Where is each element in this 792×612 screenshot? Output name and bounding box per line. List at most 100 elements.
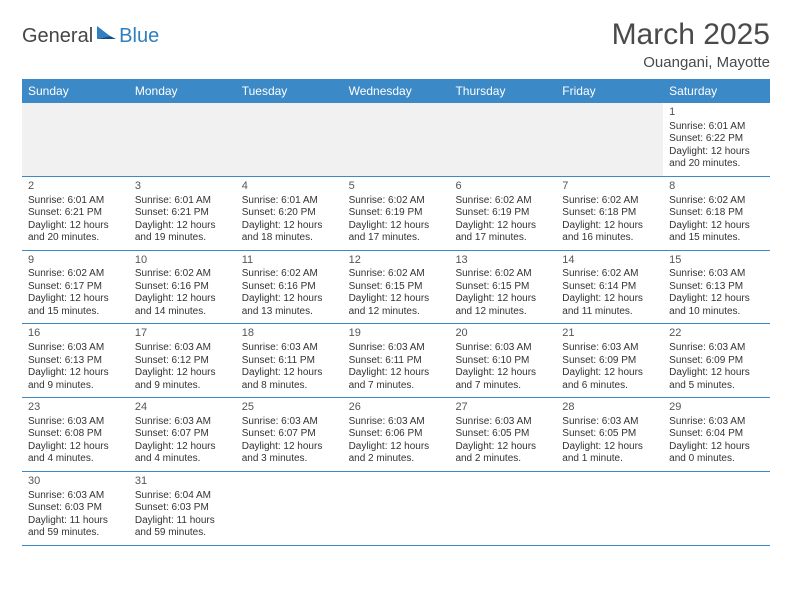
sunset-line: Sunset: 6:14 PM	[562, 281, 657, 294]
daylight-line: and 13 minutes.	[242, 306, 337, 319]
day-cell: 1Sunrise: 6:01 AMSunset: 6:22 PMDaylight…	[663, 103, 770, 176]
sunrise-line: Sunrise: 6:03 AM	[669, 342, 764, 355]
calendar-grid: SundayMondayTuesdayWednesdayThursdayFrid…	[22, 79, 770, 546]
daylight-line: Daylight: 12 hours	[349, 441, 444, 454]
day-number: 21	[562, 327, 657, 341]
brand-part1: General	[22, 25, 93, 48]
daylight-line: Daylight: 12 hours	[242, 293, 337, 306]
empty-cell	[236, 103, 343, 176]
day-number: 2	[28, 180, 123, 194]
sunset-line: Sunset: 6:09 PM	[562, 355, 657, 368]
daylight-line: Daylight: 12 hours	[455, 293, 550, 306]
sunset-line: Sunset: 6:21 PM	[135, 207, 230, 220]
week-row: 2Sunrise: 6:01 AMSunset: 6:21 PMDaylight…	[22, 177, 770, 251]
daylight-line: and 15 minutes.	[669, 232, 764, 245]
daylight-line: Daylight: 12 hours	[669, 146, 764, 159]
day-cell: 26Sunrise: 6:03 AMSunset: 6:06 PMDayligh…	[343, 398, 450, 471]
day-cell: 5Sunrise: 6:02 AMSunset: 6:19 PMDaylight…	[343, 177, 450, 250]
empty-cell	[22, 103, 129, 176]
daylight-line: and 7 minutes.	[455, 380, 550, 393]
empty-cell	[129, 103, 236, 176]
sunset-line: Sunset: 6:10 PM	[455, 355, 550, 368]
sunset-line: Sunset: 6:18 PM	[669, 207, 764, 220]
week-row: 30Sunrise: 6:03 AMSunset: 6:03 PMDayligh…	[22, 472, 770, 546]
sunset-line: Sunset: 6:16 PM	[242, 281, 337, 294]
day-number: 31	[135, 475, 230, 489]
sunrise-line: Sunrise: 6:03 AM	[455, 342, 550, 355]
sunrise-line: Sunrise: 6:02 AM	[562, 195, 657, 208]
sunrise-line: Sunrise: 6:03 AM	[135, 416, 230, 429]
sunset-line: Sunset: 6:15 PM	[455, 281, 550, 294]
day-cell: 12Sunrise: 6:02 AMSunset: 6:15 PMDayligh…	[343, 251, 450, 324]
sunrise-line: Sunrise: 6:01 AM	[242, 195, 337, 208]
sunrise-line: Sunrise: 6:02 AM	[349, 268, 444, 281]
day-cell: 18Sunrise: 6:03 AMSunset: 6:11 PMDayligh…	[236, 324, 343, 397]
daylight-line: Daylight: 12 hours	[455, 367, 550, 380]
day-number: 1	[669, 106, 764, 120]
day-cell: 7Sunrise: 6:02 AMSunset: 6:18 PMDaylight…	[556, 177, 663, 250]
daylight-line: Daylight: 12 hours	[562, 441, 657, 454]
sunset-line: Sunset: 6:15 PM	[349, 281, 444, 294]
day-number: 8	[669, 180, 764, 194]
daylight-line: and 20 minutes.	[669, 158, 764, 171]
sunrise-line: Sunrise: 6:01 AM	[135, 195, 230, 208]
daylight-line: and 19 minutes.	[135, 232, 230, 245]
sunset-line: Sunset: 6:12 PM	[135, 355, 230, 368]
daylight-line: Daylight: 12 hours	[562, 293, 657, 306]
day-number: 17	[135, 327, 230, 341]
daylight-line: Daylight: 12 hours	[562, 220, 657, 233]
day-cell: 16Sunrise: 6:03 AMSunset: 6:13 PMDayligh…	[22, 324, 129, 397]
day-number: 14	[562, 254, 657, 268]
daylight-line: Daylight: 12 hours	[349, 293, 444, 306]
sunrise-line: Sunrise: 6:01 AM	[28, 195, 123, 208]
daylight-line: and 12 minutes.	[349, 306, 444, 319]
empty-cell	[663, 472, 770, 545]
daylight-line: Daylight: 12 hours	[242, 367, 337, 380]
sunrise-line: Sunrise: 6:02 AM	[562, 268, 657, 281]
daylight-line: Daylight: 12 hours	[349, 367, 444, 380]
sunrise-line: Sunrise: 6:02 AM	[28, 268, 123, 281]
day-cell: 29Sunrise: 6:03 AMSunset: 6:04 PMDayligh…	[663, 398, 770, 471]
calendar-document: General Blue March 2025 Ouangani, Mayott…	[0, 0, 792, 564]
sunrise-line: Sunrise: 6:03 AM	[669, 416, 764, 429]
day-cell: 20Sunrise: 6:03 AMSunset: 6:10 PMDayligh…	[449, 324, 556, 397]
day-cell: 11Sunrise: 6:02 AMSunset: 6:16 PMDayligh…	[236, 251, 343, 324]
sunset-line: Sunset: 6:05 PM	[562, 428, 657, 441]
sunrise-line: Sunrise: 6:03 AM	[455, 416, 550, 429]
sunset-line: Sunset: 6:04 PM	[669, 428, 764, 441]
location-label: Ouangani, Mayotte	[612, 54, 770, 71]
daylight-line: Daylight: 12 hours	[135, 367, 230, 380]
day-cell: 17Sunrise: 6:03 AMSunset: 6:12 PMDayligh…	[129, 324, 236, 397]
weekday-header: Wednesday	[343, 79, 450, 103]
sunset-line: Sunset: 6:18 PM	[562, 207, 657, 220]
daylight-line: and 0 minutes.	[669, 453, 764, 466]
day-cell: 8Sunrise: 6:02 AMSunset: 6:18 PMDaylight…	[663, 177, 770, 250]
sunset-line: Sunset: 6:13 PM	[669, 281, 764, 294]
day-number: 19	[349, 327, 444, 341]
daylight-line: Daylight: 12 hours	[28, 293, 123, 306]
daylight-line: and 17 minutes.	[349, 232, 444, 245]
day-number: 16	[28, 327, 123, 341]
day-number: 9	[28, 254, 123, 268]
daylight-line: and 9 minutes.	[28, 380, 123, 393]
week-row: 1Sunrise: 6:01 AMSunset: 6:22 PMDaylight…	[22, 103, 770, 177]
day-cell: 22Sunrise: 6:03 AMSunset: 6:09 PMDayligh…	[663, 324, 770, 397]
empty-cell	[343, 103, 450, 176]
daylight-line: Daylight: 12 hours	[242, 441, 337, 454]
day-number: 30	[28, 475, 123, 489]
empty-cell	[556, 472, 663, 545]
day-cell: 27Sunrise: 6:03 AMSunset: 6:05 PMDayligh…	[449, 398, 556, 471]
day-number: 28	[562, 401, 657, 415]
sunrise-line: Sunrise: 6:03 AM	[669, 268, 764, 281]
day-number: 25	[242, 401, 337, 415]
sunset-line: Sunset: 6:07 PM	[242, 428, 337, 441]
daylight-line: and 9 minutes.	[135, 380, 230, 393]
daylight-line: and 18 minutes.	[242, 232, 337, 245]
sunrise-line: Sunrise: 6:03 AM	[242, 416, 337, 429]
daylight-line: Daylight: 12 hours	[135, 293, 230, 306]
sunset-line: Sunset: 6:03 PM	[135, 502, 230, 515]
empty-cell	[556, 103, 663, 176]
sunset-line: Sunset: 6:21 PM	[28, 207, 123, 220]
day-number: 15	[669, 254, 764, 268]
brand-part2: Blue	[119, 25, 159, 48]
